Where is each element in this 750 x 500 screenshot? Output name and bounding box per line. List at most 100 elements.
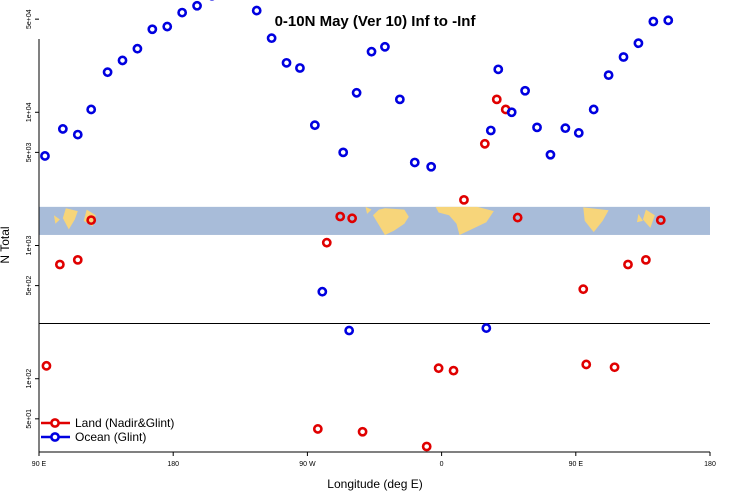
data-point	[491, 94, 502, 105]
x-axis: 90 E 180 90 W 0 90 E 180	[32, 451, 716, 468]
y-axis-label: N Total	[0, 226, 12, 263]
y-tick-label: 1e+02	[26, 369, 33, 389]
land-shape	[62, 208, 78, 230]
y-tick-label: 5e+04	[26, 9, 33, 29]
data-point	[433, 363, 444, 374]
data-point	[281, 57, 292, 68]
data-point	[72, 254, 83, 265]
data-point	[335, 211, 346, 222]
data-point	[421, 441, 432, 452]
data-point	[40, 151, 50, 161]
land-shape	[642, 209, 655, 228]
y-tick-label: 1e+04	[26, 102, 33, 122]
legend-label: Ocean (Glint)	[75, 430, 146, 444]
data-point	[640, 254, 651, 265]
x-axis-label: Longitude (deg E)	[327, 477, 422, 491]
data-point	[295, 63, 305, 73]
land-shape	[365, 206, 372, 214]
data-point	[162, 21, 173, 32]
data-point	[309, 120, 320, 131]
data-point	[102, 67, 113, 78]
y-tick-label: 5e+01	[26, 409, 33, 429]
data-point	[573, 128, 584, 138]
data-point	[317, 286, 328, 297]
data-point	[321, 237, 332, 248]
data-point	[72, 129, 83, 140]
data-point	[603, 70, 614, 81]
legend-marker	[50, 418, 60, 428]
legend: Land (Nadir&Glint)Ocean (Glint)	[41, 416, 174, 444]
data-point	[338, 147, 349, 158]
data-point	[54, 259, 65, 270]
data-point	[512, 212, 523, 223]
data-points	[40, 0, 674, 452]
data-point	[493, 64, 504, 75]
data-point	[351, 87, 362, 98]
land-shape	[53, 215, 60, 224]
data-point	[618, 52, 629, 62]
y-tick-label: 5e+02	[26, 276, 33, 296]
data-point	[663, 15, 674, 26]
data-point	[609, 362, 620, 373]
chart-title: 0-10N May (Ver 10) Inf to -Inf	[275, 13, 477, 30]
ocean-series	[40, 0, 674, 336]
ocean-band	[39, 206, 710, 235]
land-series	[41, 94, 666, 452]
data-point	[380, 41, 390, 52]
data-point	[581, 359, 592, 370]
data-point	[347, 213, 358, 224]
data-point	[520, 85, 531, 96]
data-point	[192, 0, 202, 11]
data-point	[623, 259, 633, 270]
data-point	[655, 215, 666, 226]
land-shape	[583, 207, 609, 233]
y-tick-label: 5e+03	[26, 142, 33, 162]
legend-marker	[50, 432, 60, 442]
x-tick-label: 90 W	[299, 461, 316, 468]
data-point	[532, 122, 542, 133]
data-point	[147, 24, 158, 35]
data-point	[357, 426, 368, 437]
land-shape	[373, 208, 409, 235]
data-point	[560, 123, 571, 134]
data-point	[479, 138, 490, 149]
data-point	[312, 424, 323, 434]
data-point	[177, 7, 188, 18]
data-point	[633, 38, 644, 49]
x-tick-label: 90 E	[32, 461, 47, 468]
world-map-band	[39, 206, 710, 235]
land-shape	[636, 213, 643, 223]
x-tick-label: 90 E	[569, 461, 584, 468]
data-point	[86, 215, 97, 226]
data-point	[266, 33, 277, 44]
data-point	[648, 16, 659, 27]
x-tick-label: 0	[440, 461, 444, 468]
land-shape	[435, 206, 494, 235]
data-point	[366, 46, 377, 57]
data-point	[545, 149, 556, 160]
data-point	[485, 125, 496, 136]
y-tick-label: 1e+03	[26, 236, 33, 256]
data-point	[41, 360, 52, 371]
legend-label: Land (Nadir&Glint)	[75, 416, 174, 430]
data-point	[426, 161, 437, 172]
data-point	[409, 157, 420, 168]
data-point	[588, 104, 599, 115]
data-point	[578, 284, 589, 295]
data-point	[117, 55, 128, 66]
data-point	[506, 107, 517, 118]
data-point	[251, 5, 262, 16]
data-point	[459, 194, 469, 205]
data-point	[394, 94, 405, 105]
data-point	[448, 365, 459, 376]
data-point	[344, 325, 355, 336]
data-point	[132, 43, 143, 54]
x-tick-label: 180	[167, 461, 179, 468]
data-point	[481, 323, 492, 333]
data-point	[86, 104, 97, 115]
data-point	[57, 124, 68, 134]
x-tick-label: 180	[704, 461, 716, 468]
